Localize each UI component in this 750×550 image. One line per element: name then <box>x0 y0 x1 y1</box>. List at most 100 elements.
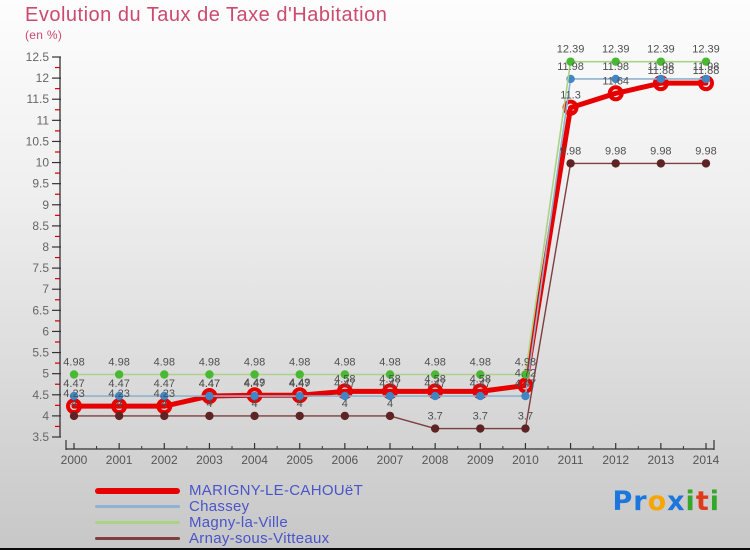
data-point-marker <box>295 391 304 401</box>
y-axis-tick-label: 11.5 <box>27 92 50 106</box>
data-point-marker <box>114 370 124 379</box>
data-point-label: 4.47 <box>289 378 310 390</box>
legend-item-marigny: MARIGNY-LE-CAHOUëT <box>95 483 363 498</box>
y-axis-tick-label: 6 <box>42 324 49 338</box>
data-point-label: 4.98 <box>289 357 310 369</box>
data-point-label: 4.23 <box>63 388 84 400</box>
data-point-label: 11.98 <box>602 61 629 73</box>
y-axis-tick-label: 12.5 <box>26 50 50 64</box>
data-point-marker <box>566 159 575 168</box>
data-point-label: 4.98 <box>424 357 445 369</box>
data-point-marker <box>340 391 350 401</box>
series-Magny-la-Ville <box>69 57 711 379</box>
data-point-label: 4 <box>206 398 212 410</box>
data-point-marker <box>114 391 124 401</box>
data-point-label: 4 <box>116 398 122 410</box>
legend-item-magny: Magny-la-Ville <box>95 515 363 530</box>
data-point-marker <box>521 370 530 379</box>
legend-swatch-chassey <box>95 505 180 508</box>
data-point-marker <box>205 391 214 401</box>
chart-subtitle: (en %) <box>25 28 63 42</box>
bottom-border <box>0 548 750 550</box>
data-point-marker <box>476 370 485 379</box>
legend-item-arnay: Arnay-sous-Vitteaux <box>95 531 363 546</box>
chart-title: Evolution du Taux de Taxe d'Habitation <box>25 4 388 26</box>
data-point-label: 4.47 <box>199 378 220 390</box>
x-axis-tick-label: 2006 <box>332 453 359 467</box>
data-point-marker <box>69 411 79 421</box>
data-point-marker <box>385 411 395 421</box>
data-point-label: 4.49 <box>244 377 265 389</box>
x-axis-tick-label: 2011 <box>558 453 584 467</box>
data-point-label: 4 <box>252 398 258 410</box>
data-point-label: 9.98 <box>650 145 671 157</box>
data-point-label: 9.98 <box>605 145 626 157</box>
y-axis-tick-label: 10.5 <box>26 134 50 148</box>
y-axis <box>52 56 61 438</box>
data-point-marker <box>701 74 711 84</box>
x-axis-tick-label: 2013 <box>648 453 675 467</box>
data-point-marker <box>340 370 350 379</box>
data-point-label: 3.7 <box>473 411 488 423</box>
data-point-marker <box>250 370 259 379</box>
proxiti-logo[interactable]: Proxiti <box>612 486 720 517</box>
x-axis-tick-label: 2008 <box>422 453 449 467</box>
data-point-label: 4.58 <box>334 373 355 385</box>
data-point-marker <box>430 370 440 379</box>
data-point-marker <box>521 391 530 401</box>
data-point-label: 12.39 <box>647 44 675 56</box>
legend-swatch-arnay <box>95 537 180 540</box>
data-point-marker <box>250 391 259 401</box>
series-Arnay-sous-Vitteaux <box>69 159 711 433</box>
data-point-label: 4 <box>342 398 348 410</box>
data-point-marker <box>566 57 575 66</box>
data-point-label: 4.23 <box>108 388 129 400</box>
y-axis-tick-label: 9.5 <box>32 177 49 191</box>
data-point-label: 11.98 <box>647 61 674 73</box>
data-point-label: 4 <box>297 398 303 410</box>
data-point-marker <box>656 74 666 84</box>
data-point-marker <box>69 370 79 379</box>
y-axis-tick-label: 6.5 <box>32 303 49 317</box>
data-point-label: 4 <box>161 398 167 410</box>
logo-letter: x <box>667 486 686 517</box>
x-axis-tick-label: 2005 <box>286 453 313 467</box>
data-point-marker <box>160 370 169 379</box>
y-axis-tick-label: 7 <box>42 282 49 296</box>
data-point-label: 4 <box>71 398 77 410</box>
x-axis-tick-label: 2007 <box>377 453 404 467</box>
data-point-label: 3.7 <box>518 411 533 423</box>
x-axis-tick-label: 2010 <box>512 453 539 467</box>
x-axis-tick-label: 2003 <box>196 453 223 467</box>
data-point-marker <box>205 411 214 421</box>
data-point-label: 4.58 <box>424 373 445 385</box>
data-point-label: 4.98 <box>154 357 175 369</box>
x-axis <box>65 440 715 450</box>
data-point-marker <box>69 391 79 401</box>
data-point-label: 4.47 <box>63 378 84 390</box>
data-point-label: 12.39 <box>602 44 630 56</box>
data-point-label: 4.47 <box>108 378 129 390</box>
data-point-marker <box>295 370 304 379</box>
data-point-marker <box>250 411 259 421</box>
data-point-marker <box>656 159 666 168</box>
data-point-marker <box>385 370 395 379</box>
data-point-label: 4.47 <box>199 378 220 390</box>
logo-letter: i <box>685 486 696 517</box>
data-point-label: 11.98 <box>557 61 584 73</box>
data-point-marker <box>476 391 485 401</box>
data-point-marker <box>385 391 395 401</box>
x-axis-tick-label: 2002 <box>151 453 178 467</box>
logo-letter: t <box>695 486 710 517</box>
series-line <box>71 80 709 409</box>
data-point-marker <box>476 424 485 433</box>
data-point-label: 4.98 <box>108 357 129 369</box>
data-point-label: 4.58 <box>379 373 400 385</box>
y-axis-tick-label: 4 <box>42 409 49 423</box>
legend-label-marigny: MARIGNY-LE-CAHOUëT <box>189 482 364 499</box>
data-point-marker <box>295 411 304 421</box>
data-point-label: 12.39 <box>557 44 585 56</box>
data-point-label: 11.98 <box>693 61 720 73</box>
